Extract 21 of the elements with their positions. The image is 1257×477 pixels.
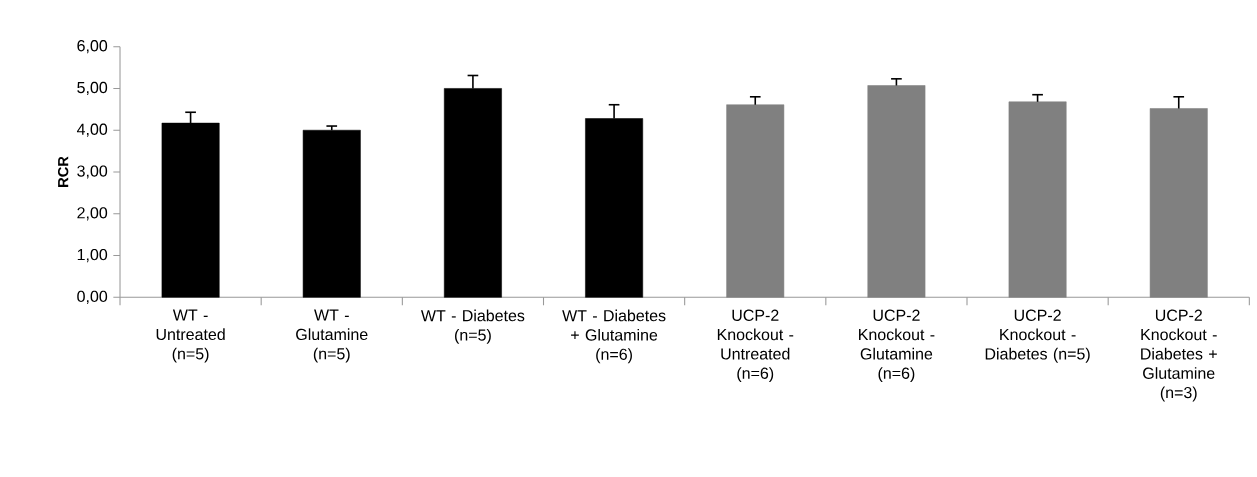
y-tick-label: 2,00 <box>77 207 108 221</box>
bar <box>1008 101 1067 298</box>
y-tick-label: 6,00 <box>77 40 108 54</box>
x-tick-label: WT - Untreated (n=5) <box>156 309 225 363</box>
x-tick-label: WT - Glutamine (n=5) <box>296 309 368 363</box>
bar <box>867 85 926 298</box>
y-tick-label: 1,00 <box>77 248 108 263</box>
x-tick-label: UCP-2 Knockout - Untreated (n=6) <box>717 309 794 383</box>
bar <box>726 104 785 298</box>
y-tick-label: 3,00 <box>77 165 108 179</box>
bar <box>302 129 361 298</box>
bar <box>1149 108 1208 298</box>
y-tick-label: 4,00 <box>76 123 108 137</box>
x-tick-label: WT - Diabetes (n=5) <box>420 309 525 344</box>
x-tick-label: UCP-2 Knockout - Diabetes + Glutamine (n=3) <box>1141 309 1217 402</box>
x-tick-label: WT - Diabetes + Glutamine (n=6) <box>562 309 666 364</box>
x-tick-label: UCP-2 Knockout - Diabetes (n=5) <box>985 309 1090 363</box>
y-axis-title: RCR <box>57 156 69 187</box>
y-tick-label: 0,00 <box>77 290 108 304</box>
x-tick-label: UCP-2 Knockout - Glutamine (n=6) <box>859 309 935 383</box>
y-tick-label: 5,00 <box>77 81 108 96</box>
